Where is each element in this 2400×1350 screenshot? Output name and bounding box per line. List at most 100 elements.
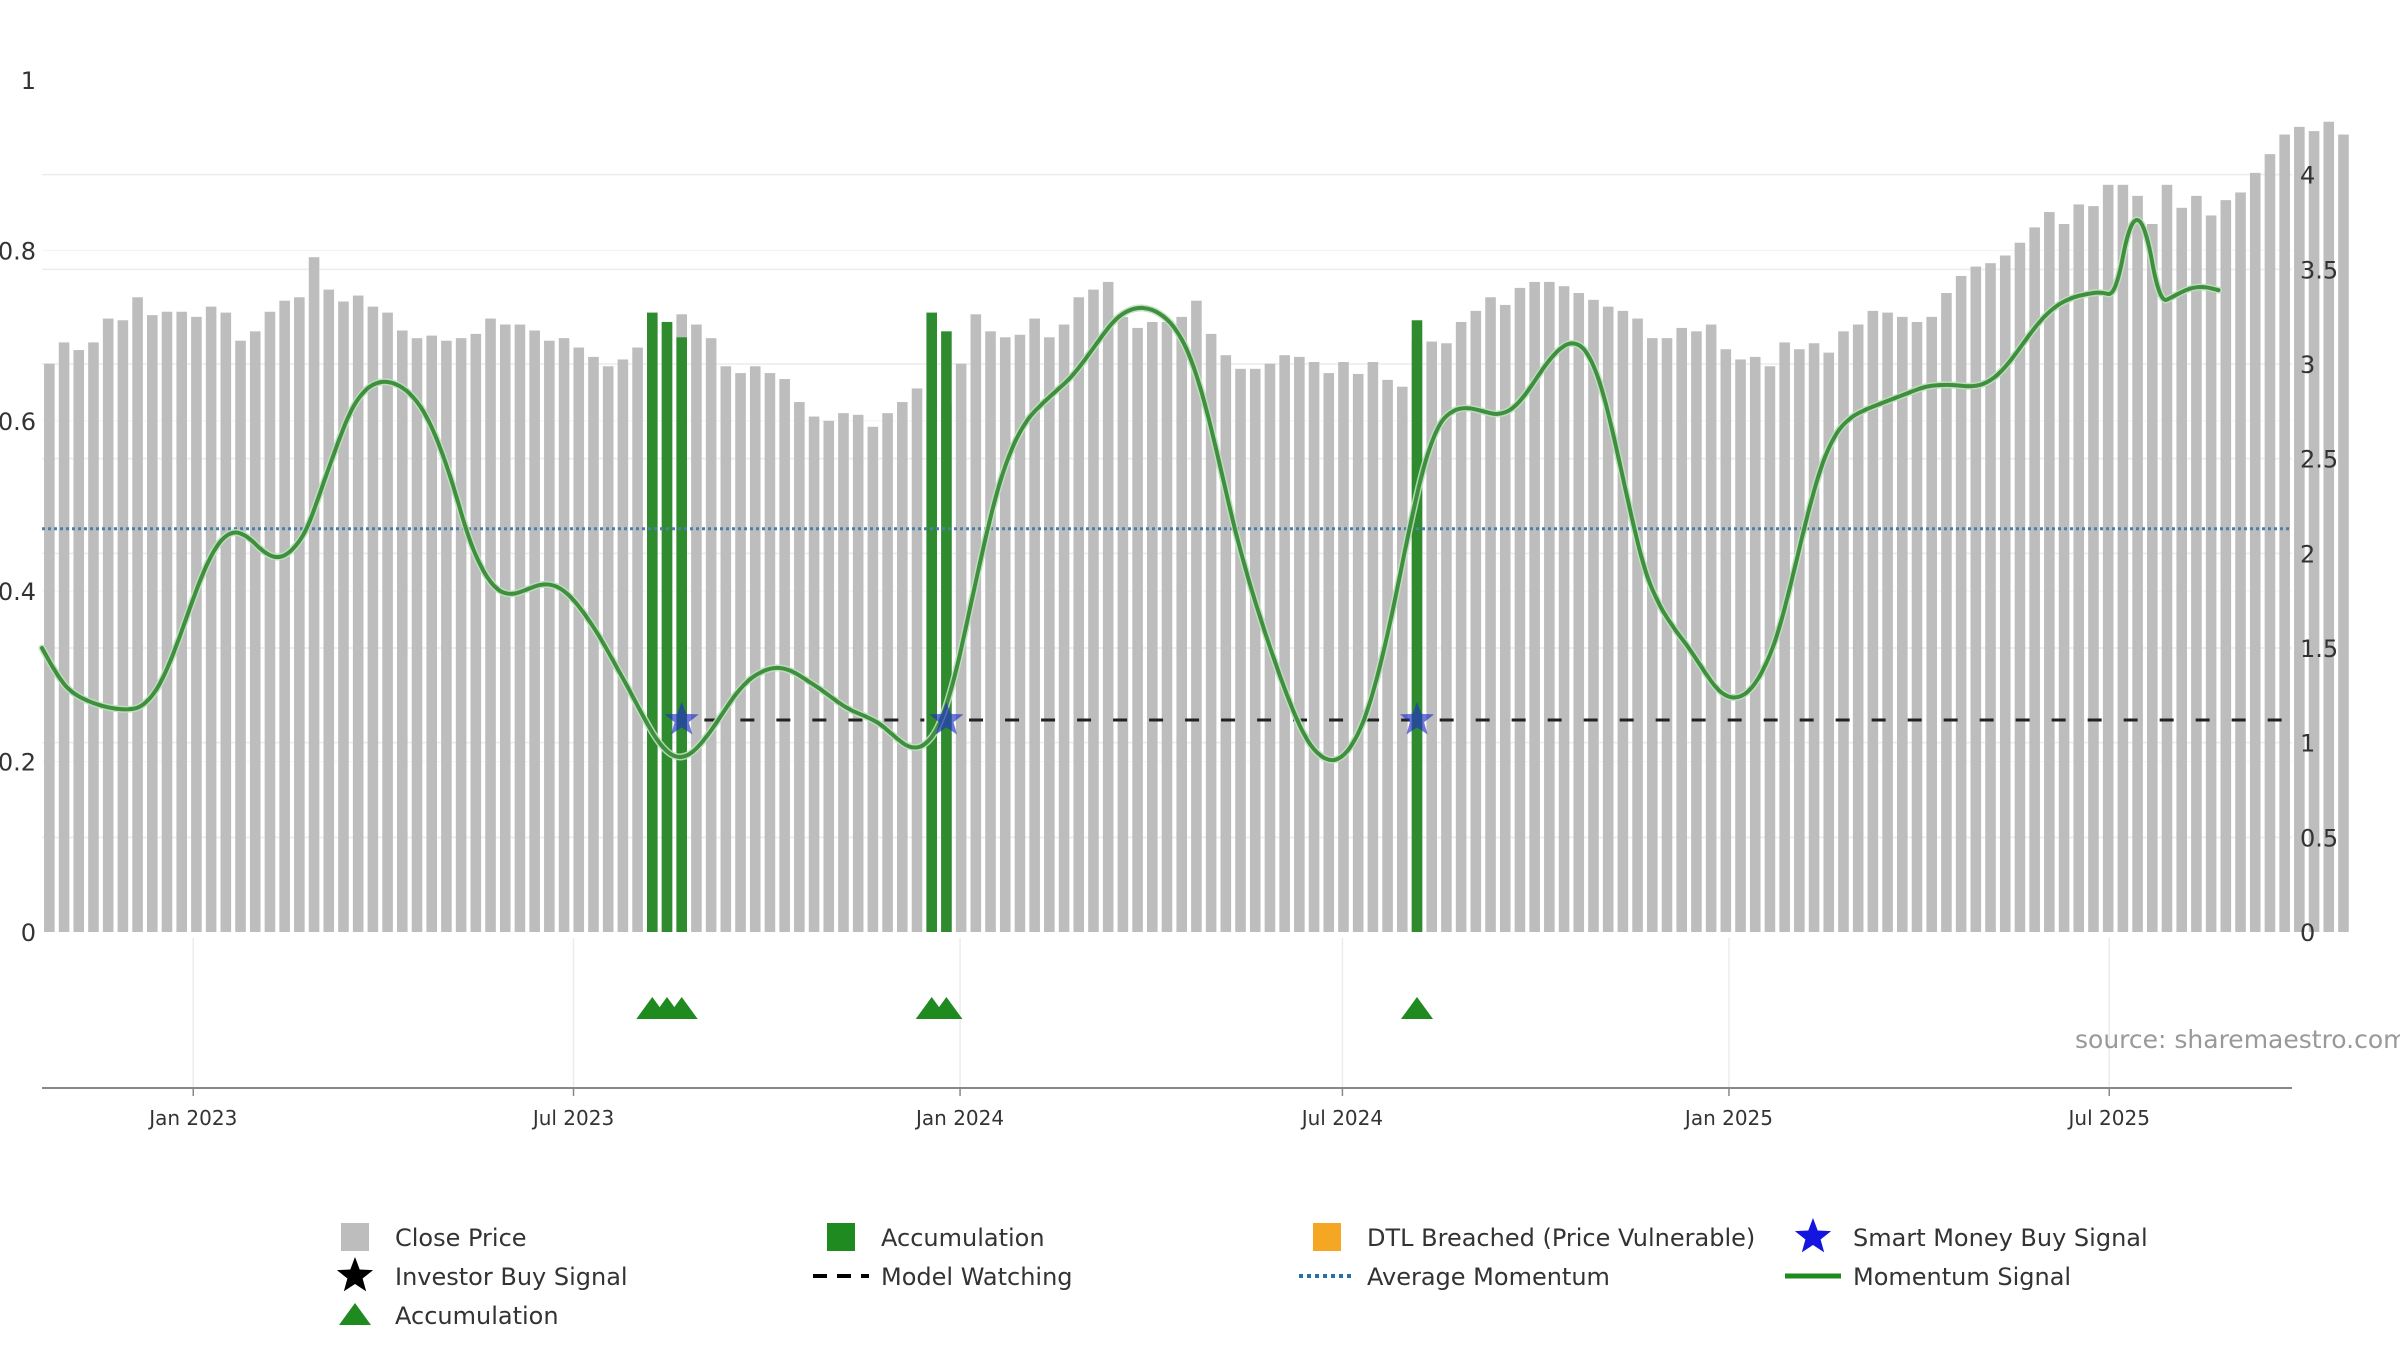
source-label: source: sharemaestro.com [2075,1025,2400,1054]
right-axis-tick-label: 2.5 [2300,446,2338,474]
legend-label: Investor Buy Signal [395,1263,628,1291]
close-price-bar [838,413,849,933]
close-price-bar [749,366,761,933]
right-axis-tick-label: 2 [2300,540,2315,568]
right-axis-tick-label: 0.5 [2300,824,2338,852]
close-price-bar [367,306,379,933]
left-axis-tick-label: 1 [21,67,36,95]
x-axis-tick-label: Jul 2024 [1300,1106,1383,1130]
close-price-bar [397,330,408,932]
legend: Close Price Accumulation DTL Breached (Pri… [336,1218,2148,1330]
close-price-bar [1911,321,1923,932]
close-price-bar [249,331,261,933]
close-price-bar [1794,349,1805,932]
close-price-bar [1161,321,1173,932]
close-price-bar [1352,373,1364,932]
close-price-bar [529,330,540,932]
close-price-bar [1999,255,2011,933]
left-axis-tick-label: 0.8 [0,237,36,265]
close-price-bar [2102,184,2114,932]
legend-square-icon [827,1223,855,1251]
close-price-bar [2249,172,2261,933]
right-axis-tick-label: 3.5 [2300,256,2338,284]
close-price-bar [117,320,129,932]
close-price-bar [514,324,526,932]
momentum-signal-line [40,218,2221,763]
close-price-bar [2220,200,2232,932]
accumulation-bar [647,312,658,932]
close-price-bar [1249,368,1261,932]
legend-item: Close Price [341,1223,527,1252]
close-price-bar [1588,299,1599,932]
legend-label: DTL Breached (Price Vulnerable) [1367,1224,1755,1252]
close-price-bar [2132,195,2143,932]
close-price-bar [617,359,629,932]
close-price-bar [1426,341,1437,933]
legend-star-icon [336,1257,374,1292]
legend-triangle-icon [339,1303,371,1325]
close-price-bar [1602,306,1614,933]
close-price-bar [573,347,585,932]
legend-label: Smart Money Buy Signal [1853,1224,2148,1252]
close-price-bar [58,342,70,932]
close-price-bar [882,413,893,933]
close-price-bar [970,314,982,932]
close-price-bars [44,121,2349,933]
close-price-bar [191,316,202,933]
close-price-bar [2176,207,2187,933]
close-price-bar [897,402,908,932]
close-price-bar [1632,318,1643,932]
close-price-bar [1823,352,1835,932]
close-price-bar [1691,331,1702,933]
close-price-bar [485,318,496,932]
close-price-bar [1529,281,1540,932]
close-price-bar [823,420,835,932]
legend-label: Average Momentum [1367,1263,1610,1291]
right-axis-tick-label: 4 [2300,162,2315,190]
close-price-bar [1279,355,1290,932]
close-price-bar [1941,293,1952,932]
close-price-bar [2279,134,2290,932]
legend-item: Investor Buy Signal [336,1257,628,1292]
close-price-bar [1058,324,1070,932]
legend-item: Accumulation [339,1302,559,1330]
legend-item: DTL Breached (Price Vulnerable) [1313,1223,1755,1252]
close-price-bar [588,356,599,932]
close-price-bar [1147,321,1158,932]
right-axis-tick-label: 3 [2300,351,2315,379]
close-price-bar [279,300,290,933]
x-axis-tick-label: Jul 2025 [2067,1106,2150,1130]
close-price-bar [2338,134,2349,932]
close-price-bar [1308,362,1320,933]
close-price-bar [2205,215,2217,932]
x-axis: Jan 2023 Jul 2023 Jan 2024 Jul 2024 Jan 2025… [42,1087,2292,1130]
close-price-bar [161,311,173,932]
close-price-bar [1073,297,1085,932]
close-price-bar [2014,242,2026,932]
smart-money-buy-signals [664,701,1435,735]
close-price-bar [1749,356,1761,932]
close-price-bar [1544,281,1555,932]
accumulation-bar [676,337,687,933]
accumulation-triangle [1401,997,1433,1019]
accumulation-bar [926,312,937,932]
left-axis-tick-label: 0.4 [0,578,36,606]
close-price-bar [1382,379,1393,932]
close-price-bar [1485,297,1496,932]
close-price-bar [1397,386,1408,933]
smart-money-star [1399,701,1435,735]
close-price-bar [1117,316,1129,933]
close-price-bar [1441,343,1452,932]
close-price-bar [2117,184,2129,932]
close-price-bar [632,347,643,932]
close-price-bar [1044,337,1055,933]
momentum-signal-line [38,216,2222,764]
close-price-bar [205,306,217,933]
close-price-bar [558,338,570,932]
legend-label: Accumulation [395,1302,559,1330]
accumulation-bars [647,312,1423,933]
left-axis-tick-label: 0.2 [0,749,36,777]
close-price-bar [852,414,864,932]
close-price-bar [1514,287,1526,932]
close-price-bar [794,402,805,932]
